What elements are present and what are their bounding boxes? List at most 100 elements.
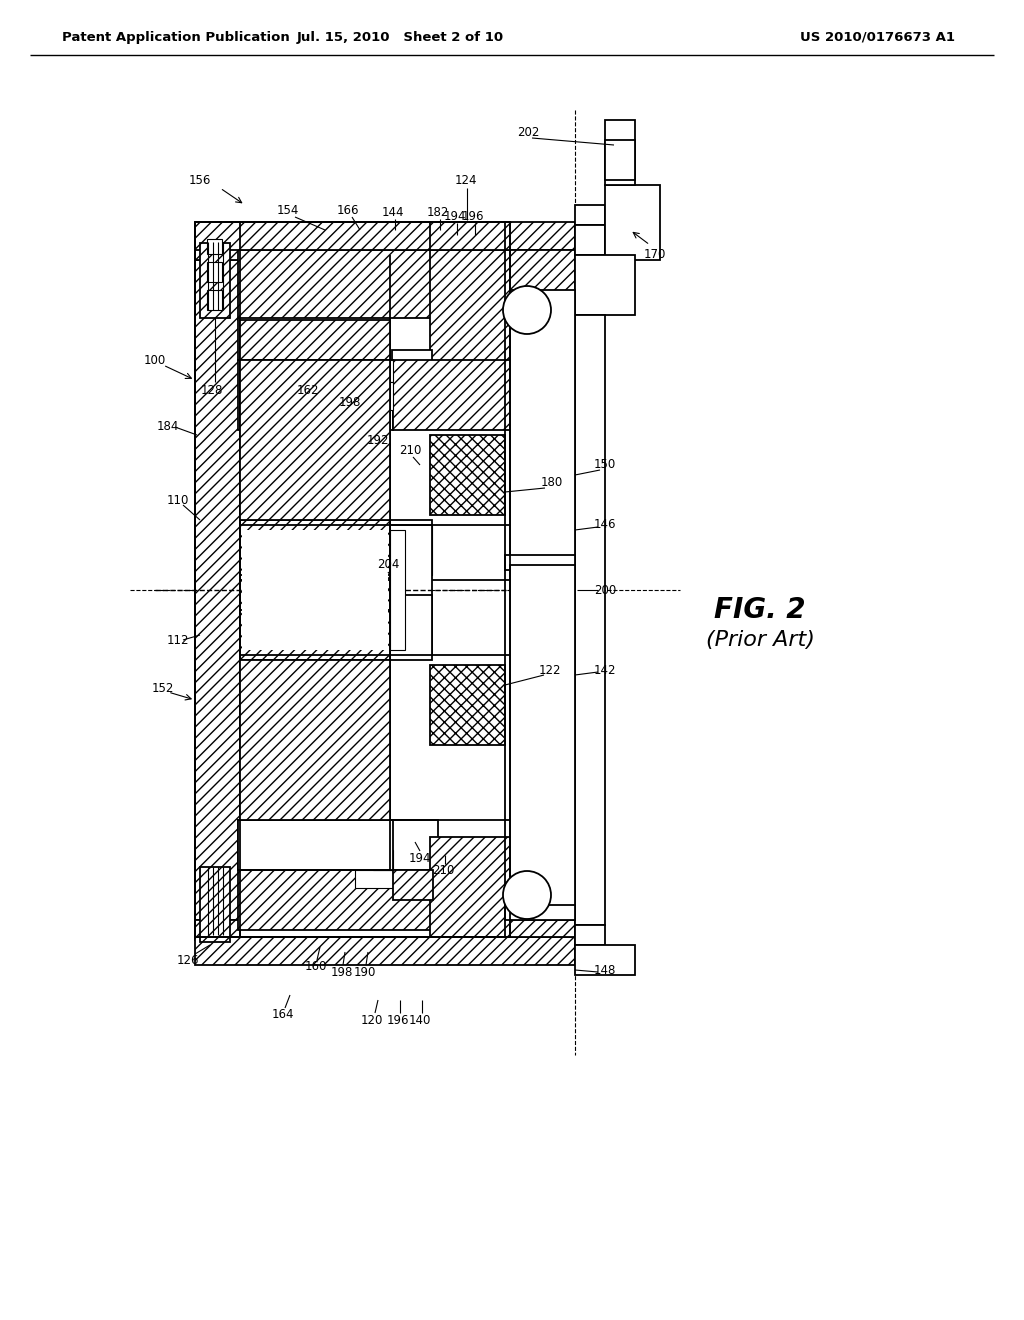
Bar [240,655,390,820]
Text: 184: 184 [157,421,179,433]
Text: 200: 200 [594,583,616,597]
Bar [240,660,390,820]
Bar [195,937,575,965]
Bar [575,925,605,945]
Bar [575,315,605,925]
Bar [390,525,432,655]
Bar [390,520,432,576]
Text: 150: 150 [594,458,616,471]
Bar [510,290,575,570]
Text: 196: 196 [462,210,484,223]
Text: 166: 166 [337,203,359,216]
Text: 142: 142 [594,664,616,676]
Bar [240,520,390,576]
Bar [240,319,390,820]
Text: 210: 210 [432,863,455,876]
Bar [510,847,575,937]
Bar [505,554,575,570]
Bar [605,140,635,180]
Bar [575,945,635,975]
Bar [242,531,388,649]
Bar [510,249,575,360]
Text: 196: 196 [387,1014,410,1027]
Bar [242,660,388,814]
Bar [575,205,605,224]
Bar [207,261,222,282]
Bar [195,222,510,937]
Text: 100: 100 [144,354,166,367]
Text: 182: 182 [427,206,450,219]
Bar [238,820,393,870]
Bar [393,360,513,430]
Text: Jul. 15, 2010   Sheet 2 of 10: Jul. 15, 2010 Sheet 2 of 10 [296,30,504,44]
Bar [390,531,406,649]
Text: 198: 198 [331,965,353,978]
Text: 120: 120 [360,1014,383,1027]
Bar [242,366,388,520]
Text: 148: 148 [594,964,616,977]
Bar [430,837,510,937]
Bar [240,319,390,360]
Bar [605,185,660,260]
Bar [238,820,438,870]
Text: 152: 152 [152,681,174,694]
Bar [373,360,393,381]
Text: 124: 124 [455,173,477,186]
Text: 140: 140 [409,1014,431,1027]
Bar [575,224,605,255]
Text: 128: 128 [201,384,223,396]
Bar [240,360,390,525]
Text: 164: 164 [271,1008,294,1022]
Text: 198: 198 [339,396,361,408]
Bar [200,867,230,942]
Text: FIG. 2: FIG. 2 [715,597,806,624]
Text: 194: 194 [443,210,466,223]
Text: 192: 192 [367,433,389,446]
Text: 210: 210 [398,444,421,457]
Bar [430,665,505,744]
Bar [430,436,505,515]
Bar [195,240,240,260]
Bar [355,381,393,411]
Bar [207,239,222,253]
Text: 204: 204 [377,558,399,572]
Bar [240,360,390,520]
Text: 190: 190 [354,965,376,978]
Bar [430,249,510,380]
Text: 144: 144 [382,206,404,219]
Text: 180: 180 [541,475,563,488]
Text: (Prior Art): (Prior Art) [706,630,814,649]
Bar [373,850,393,870]
Text: 194: 194 [409,851,431,865]
Bar [392,366,430,380]
Bar [195,260,240,920]
Text: 146: 146 [594,519,616,532]
Text: 170: 170 [644,248,667,261]
Bar [430,222,510,249]
Bar [238,870,498,931]
Bar [505,906,575,920]
Bar [393,870,433,900]
Bar [238,360,393,430]
Bar [355,870,393,888]
Text: 110: 110 [167,494,189,507]
Text: 160: 160 [305,961,328,974]
Circle shape [503,871,551,919]
Text: 126: 126 [177,953,200,966]
Text: 156: 156 [188,173,211,186]
Bar [390,595,432,660]
Bar [195,920,240,940]
Bar [238,249,498,319]
Text: 112: 112 [167,634,189,647]
Bar [575,255,635,315]
Bar [207,290,222,310]
Bar [195,222,575,249]
Text: 122: 122 [539,664,561,676]
Circle shape [503,286,551,334]
Text: 202: 202 [517,125,540,139]
Text: US 2010/0176673 A1: US 2010/0176673 A1 [800,30,955,44]
Bar [605,120,635,185]
Bar [390,525,432,576]
Bar [200,243,230,318]
Bar [510,565,575,920]
